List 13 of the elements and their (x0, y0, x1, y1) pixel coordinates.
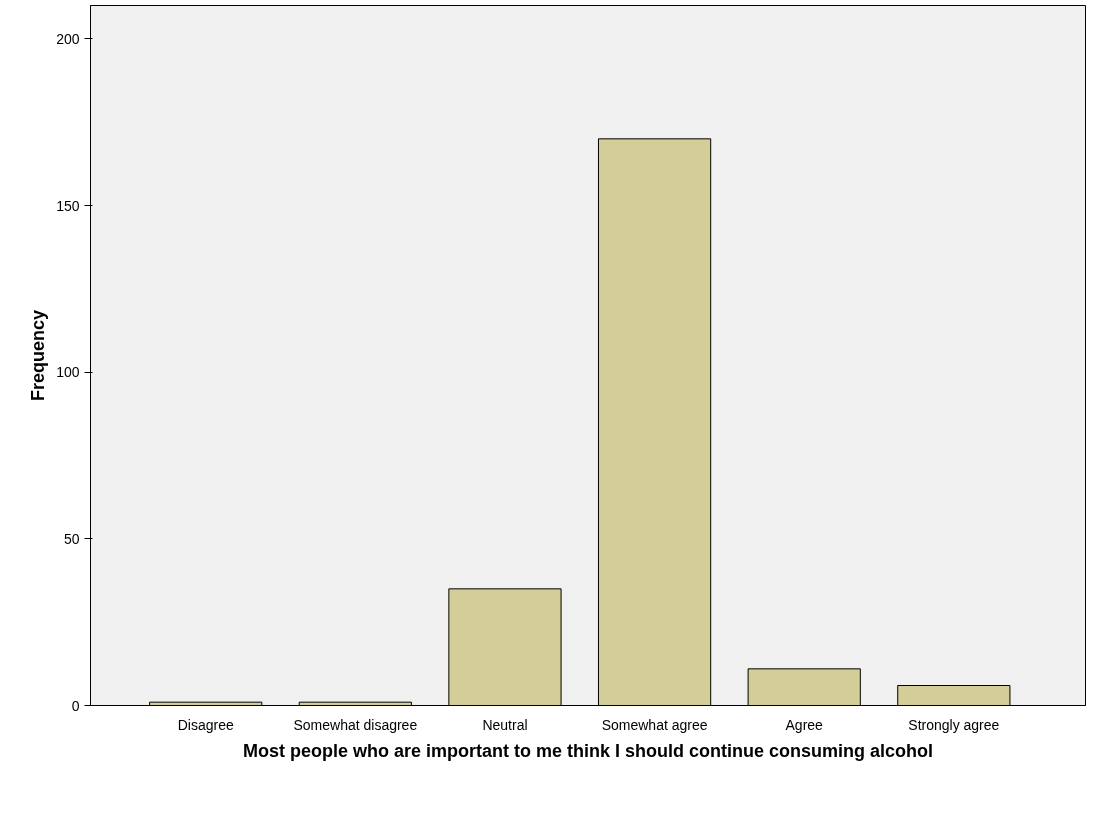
y-tick-label: 100 (56, 364, 80, 381)
y-tick-label: 200 (56, 30, 80, 47)
x-tick-label: Somewhat disagree (293, 716, 418, 733)
x-tick-label: Disagree (177, 716, 234, 733)
y-tick-label: 150 (56, 197, 80, 214)
x-tick-label: Agree (785, 716, 824, 733)
x-axis-title: Most people who are important to me think I should continue consuming alcohol (242, 740, 934, 761)
x-tick-label: Strongly agree (908, 716, 1000, 733)
y-axis-title: Frequency (28, 309, 49, 402)
x-tick-label: Neutral (482, 716, 528, 733)
y-tick-label: 50 (63, 530, 80, 547)
y-tick-label: 0 (71, 697, 80, 714)
x-tick-label: Somewhat agree (601, 716, 708, 733)
